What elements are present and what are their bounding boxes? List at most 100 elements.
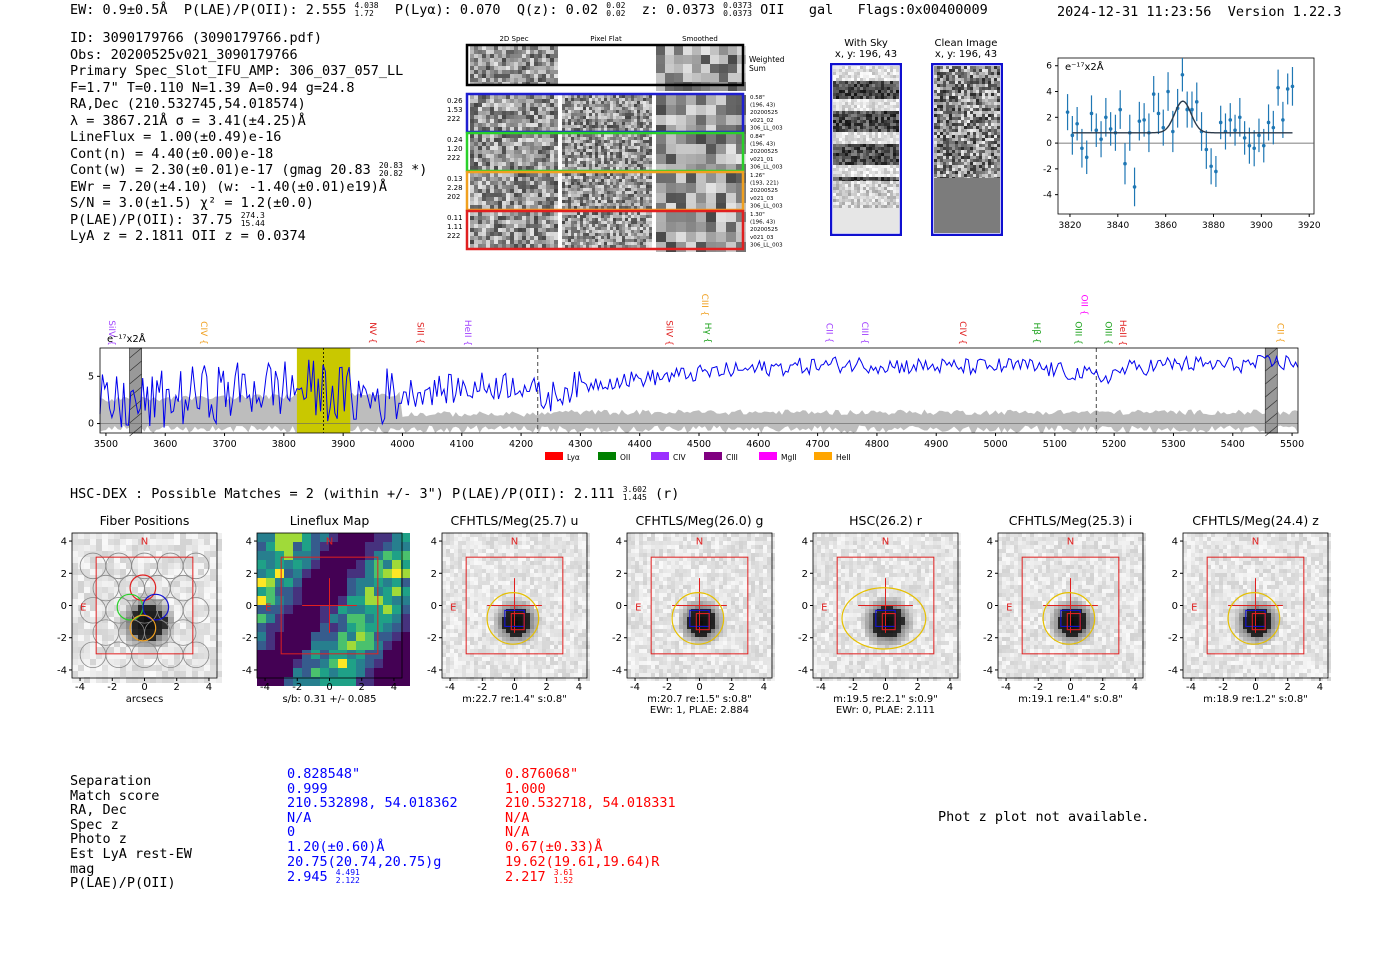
cutout-pixel xyxy=(510,74,514,78)
cutout-pixel xyxy=(601,104,604,107)
clean-pixel xyxy=(970,120,973,123)
sky-pixel xyxy=(893,138,896,141)
clean-pixel xyxy=(982,126,985,129)
cutout-pixel xyxy=(571,137,574,140)
spectrum-hatch-line xyxy=(129,412,142,424)
cutout-pixel xyxy=(478,224,482,228)
cutout-pixel xyxy=(666,105,676,115)
sky-pixel xyxy=(872,96,875,99)
sky-pixel xyxy=(878,177,881,180)
sky-pixel xyxy=(875,108,878,111)
clean-pixel xyxy=(955,96,958,99)
clean-pixel xyxy=(949,156,952,159)
image-pixel xyxy=(174,551,180,557)
cutout-pixel xyxy=(616,176,619,179)
sky-pixel xyxy=(875,111,878,114)
cutout-pixel xyxy=(640,236,643,239)
sky-pixel xyxy=(863,196,866,199)
cutout-pixel xyxy=(526,111,530,115)
cutout-pixel xyxy=(610,128,613,131)
sky-pixel xyxy=(833,165,836,168)
cutout-pixel xyxy=(490,189,494,193)
cutout-pixel xyxy=(494,146,498,150)
sky-pixel xyxy=(872,117,875,120)
clean-pixel xyxy=(997,174,1000,177)
cutout-pixel xyxy=(510,115,514,119)
cutout-pixel xyxy=(610,167,613,170)
sky-pixel xyxy=(836,168,839,171)
clean-pixel xyxy=(979,156,982,159)
cutout-pixel xyxy=(622,104,625,107)
cutout-pixel xyxy=(628,230,631,233)
sky-pixel xyxy=(863,156,866,159)
clean-pixel xyxy=(943,123,946,126)
cutout-pixel xyxy=(583,113,586,116)
sky-pixel xyxy=(857,156,860,159)
cutout-pixel xyxy=(613,182,616,185)
spectrum-x-tick-label: 3800 xyxy=(272,439,296,450)
cutout-pixel xyxy=(494,103,498,107)
sky-pixel xyxy=(872,72,875,75)
clean-pixel xyxy=(988,150,991,153)
cutout-pixel xyxy=(622,140,625,143)
cutout-pixel xyxy=(637,212,640,215)
clean-pixel xyxy=(997,111,1000,114)
sky-pixel xyxy=(896,102,899,105)
cutout-pixel xyxy=(550,181,554,185)
cutout-pixel xyxy=(518,185,522,189)
cutout-pixel xyxy=(601,155,604,158)
cutout-pixel xyxy=(631,128,634,131)
clean-pixel xyxy=(997,141,1000,144)
cutout-pixel xyxy=(610,116,613,119)
cutout-pixel xyxy=(534,146,538,150)
cutout-pixel xyxy=(592,164,595,167)
cutout-pixel xyxy=(506,146,510,150)
sky-pixel xyxy=(896,193,899,196)
sky-pixel xyxy=(866,190,869,193)
cutout-pixel xyxy=(486,236,490,240)
cutout-pixel xyxy=(470,162,474,166)
cutout-pixel xyxy=(619,206,622,209)
image-pixel xyxy=(78,539,84,545)
clean-pixel xyxy=(961,171,964,174)
clean-pixel xyxy=(934,162,937,165)
sky-pixel xyxy=(860,120,863,123)
sky-pixel xyxy=(878,96,881,99)
cutout-pixel xyxy=(622,161,625,164)
cutout-pixel xyxy=(538,54,542,58)
cutout-pixel xyxy=(474,181,478,185)
clean-pixel xyxy=(940,117,943,120)
fit-data-point xyxy=(1190,107,1194,112)
cutout-pixel xyxy=(574,185,577,188)
cutout-pixel xyxy=(598,98,601,101)
cutout-pixel xyxy=(486,70,490,74)
cutout-pixel xyxy=(470,146,474,150)
cutout-pixel xyxy=(656,203,666,213)
sky-pixel xyxy=(872,181,875,184)
clean-pixel xyxy=(958,159,961,162)
cutout-pixel xyxy=(628,119,631,122)
cutout-pixel xyxy=(478,201,482,205)
cutout-pixel xyxy=(518,232,522,236)
cutout-pixel xyxy=(586,104,589,107)
clean-pixel xyxy=(994,147,997,150)
clean-pixel xyxy=(967,81,970,84)
cutout-pixel xyxy=(571,197,574,200)
sky-pixel xyxy=(860,202,863,205)
cutout-pixel xyxy=(526,66,530,70)
spectral-line-name: HeII { xyxy=(462,320,472,346)
sky-pixel xyxy=(866,99,869,102)
clean-pixel xyxy=(991,138,994,141)
clean-pixel xyxy=(982,141,985,144)
cutout-pixel xyxy=(601,227,604,230)
sky-pixel xyxy=(878,93,881,96)
cutout-pixel xyxy=(470,62,474,66)
clean-pixel xyxy=(958,165,961,168)
fit-data-point xyxy=(1266,120,1271,125)
cutout-pixel xyxy=(478,99,482,103)
cutout-pixel xyxy=(474,70,478,74)
cutout-pixel xyxy=(607,179,610,182)
sky-pixel xyxy=(869,135,872,138)
cutout-pixel xyxy=(589,122,592,125)
cutout-pixel xyxy=(522,99,526,103)
